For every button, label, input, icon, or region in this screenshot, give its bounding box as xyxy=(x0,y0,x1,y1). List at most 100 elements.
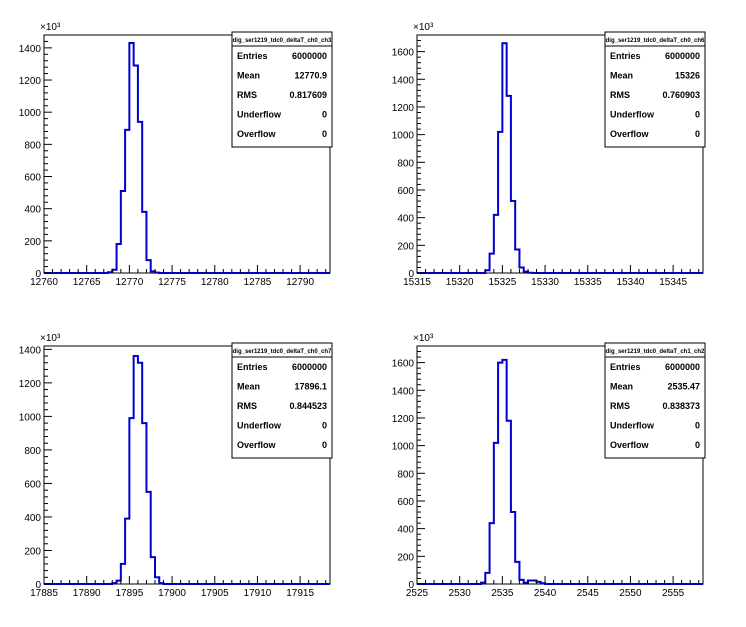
histogram-bin xyxy=(108,272,112,273)
histogram-bin xyxy=(541,583,545,584)
x-tick-label: 12785 xyxy=(244,277,272,288)
stats-rms-label: RMS xyxy=(610,90,630,100)
stats-rms-label: RMS xyxy=(237,401,257,411)
y-tick-label: 0 xyxy=(35,580,41,591)
x-tick-label: 2530 xyxy=(449,588,472,599)
histogram-bin xyxy=(134,66,138,273)
histogram-bin xyxy=(532,581,536,584)
x-tick-label: 17885 xyxy=(30,588,58,599)
histogram-bin xyxy=(125,130,129,273)
y-tick-label: 1400 xyxy=(19,44,42,55)
histogram-bin xyxy=(519,580,523,584)
x-tick-label: 12765 xyxy=(73,277,101,288)
stats-mean-label: Mean xyxy=(610,71,633,81)
stats-overflow-value: 0 xyxy=(322,440,327,450)
histogram-bin xyxy=(519,267,523,273)
stats-overflow-value: 0 xyxy=(322,129,327,139)
stats-mean-label: Mean xyxy=(237,71,260,81)
histogram-bin xyxy=(507,421,511,584)
histogram-bin xyxy=(494,443,498,584)
stats-mean-value: 15326 xyxy=(675,71,700,81)
stats-mean-value: 12770.9 xyxy=(294,71,327,81)
x-tick-label: 12775 xyxy=(158,277,186,288)
stats-mean-label: Mean xyxy=(237,382,260,392)
stats-overflow-label: Overflow xyxy=(610,440,650,450)
histogram-bin xyxy=(507,96,511,273)
histogram-bin xyxy=(117,581,121,584)
stats-rms-value: 0.817609 xyxy=(289,90,327,100)
histogram-bin xyxy=(117,244,121,273)
stats-rms-value: 0.844523 xyxy=(289,401,327,411)
stats-overflow-value: 0 xyxy=(695,129,700,139)
stats-entries-label: Entries xyxy=(610,362,641,372)
x-tick-label: 2555 xyxy=(662,588,685,599)
histogram-bin xyxy=(524,583,528,584)
histogram-bin xyxy=(498,363,502,584)
histogram-bin xyxy=(490,254,494,273)
histogram-title: dig_ser1219_tdc0_deltaT_ch0_ch6 xyxy=(606,38,705,44)
x-tick-label: 15345 xyxy=(659,277,687,288)
y-tick-label: 0 xyxy=(408,580,414,591)
histogram-bin xyxy=(511,201,515,273)
histogram-bin xyxy=(498,132,502,273)
stats-overflow-label: Overflow xyxy=(237,440,277,450)
stats-entries-value: 6000000 xyxy=(292,51,327,61)
y-tick-label: 1400 xyxy=(392,386,415,397)
histogram-bin xyxy=(490,523,494,584)
y-tick-label: 1000 xyxy=(19,412,42,423)
y-tick-label: 200 xyxy=(24,237,41,248)
y-tick-label: 800 xyxy=(24,446,41,457)
y-tick-label: 1400 xyxy=(19,345,42,356)
stats-overflow-value: 0 xyxy=(695,440,700,450)
stats-rms-label: RMS xyxy=(237,90,257,100)
histogram-bin xyxy=(485,573,489,584)
histogram-bin xyxy=(121,564,125,584)
x-tick-label: 15315 xyxy=(403,277,431,288)
x-tick-label: 12760 xyxy=(30,277,58,288)
y-tick-label: 600 xyxy=(24,479,41,490)
y-tick-label: 0 xyxy=(408,269,414,280)
x-tick-label: 12790 xyxy=(286,277,314,288)
x-tick-label: 15325 xyxy=(488,277,516,288)
histogram-bin xyxy=(146,492,150,584)
stats-rms-label: RMS xyxy=(610,401,630,411)
x-tick-label: 17905 xyxy=(201,588,229,599)
stats-mean-value: 17896.1 xyxy=(294,382,327,392)
y-tick-label: 1600 xyxy=(392,48,415,59)
y-tick-label: 1000 xyxy=(392,442,415,453)
y-tick-label: 400 xyxy=(24,205,41,216)
y-tick-label: 1200 xyxy=(392,414,415,425)
x-tick-label: 15330 xyxy=(531,277,559,288)
stats-underflow-label: Underflow xyxy=(610,110,655,120)
y-tick-label: 200 xyxy=(397,241,414,252)
y-multiplier-label: ×10³ xyxy=(413,22,434,33)
x-tick-label: 12780 xyxy=(201,277,229,288)
stats-mean-label: Mean xyxy=(610,382,633,392)
y-tick-label: 0 xyxy=(35,269,41,280)
stats-overflow-label: Overflow xyxy=(237,129,277,139)
y-tick-label: 1200 xyxy=(19,76,42,87)
stats-rms-value: 0.760903 xyxy=(662,90,700,100)
x-tick-label: 17895 xyxy=(115,588,143,599)
histogram-bin xyxy=(502,43,506,273)
histogram-bin xyxy=(528,581,532,584)
stats-entries-label: Entries xyxy=(610,51,641,61)
x-tick-label: 15340 xyxy=(617,277,645,288)
histogram-bin xyxy=(502,360,506,584)
y-tick-label: 600 xyxy=(397,186,414,197)
stats-entries-label: Entries xyxy=(237,51,268,61)
x-tick-label: 2540 xyxy=(534,588,557,599)
y-tick-label: 800 xyxy=(397,158,414,169)
histogram-title: dig_ser1219_tdc0_deltaT_ch1_ch2 xyxy=(606,349,705,355)
stats-underflow-label: Underflow xyxy=(237,421,282,431)
histogram-bin xyxy=(511,512,515,584)
histogram-title: dig_ser1219_tdc0_deltaT_ch0_ch7 xyxy=(233,349,332,355)
y-tick-label: 1000 xyxy=(19,108,42,119)
histogram-bin xyxy=(129,43,133,273)
stats-entries-value: 6000000 xyxy=(665,362,700,372)
y-tick-label: 1000 xyxy=(392,131,415,142)
histogram-bin xyxy=(138,363,142,584)
